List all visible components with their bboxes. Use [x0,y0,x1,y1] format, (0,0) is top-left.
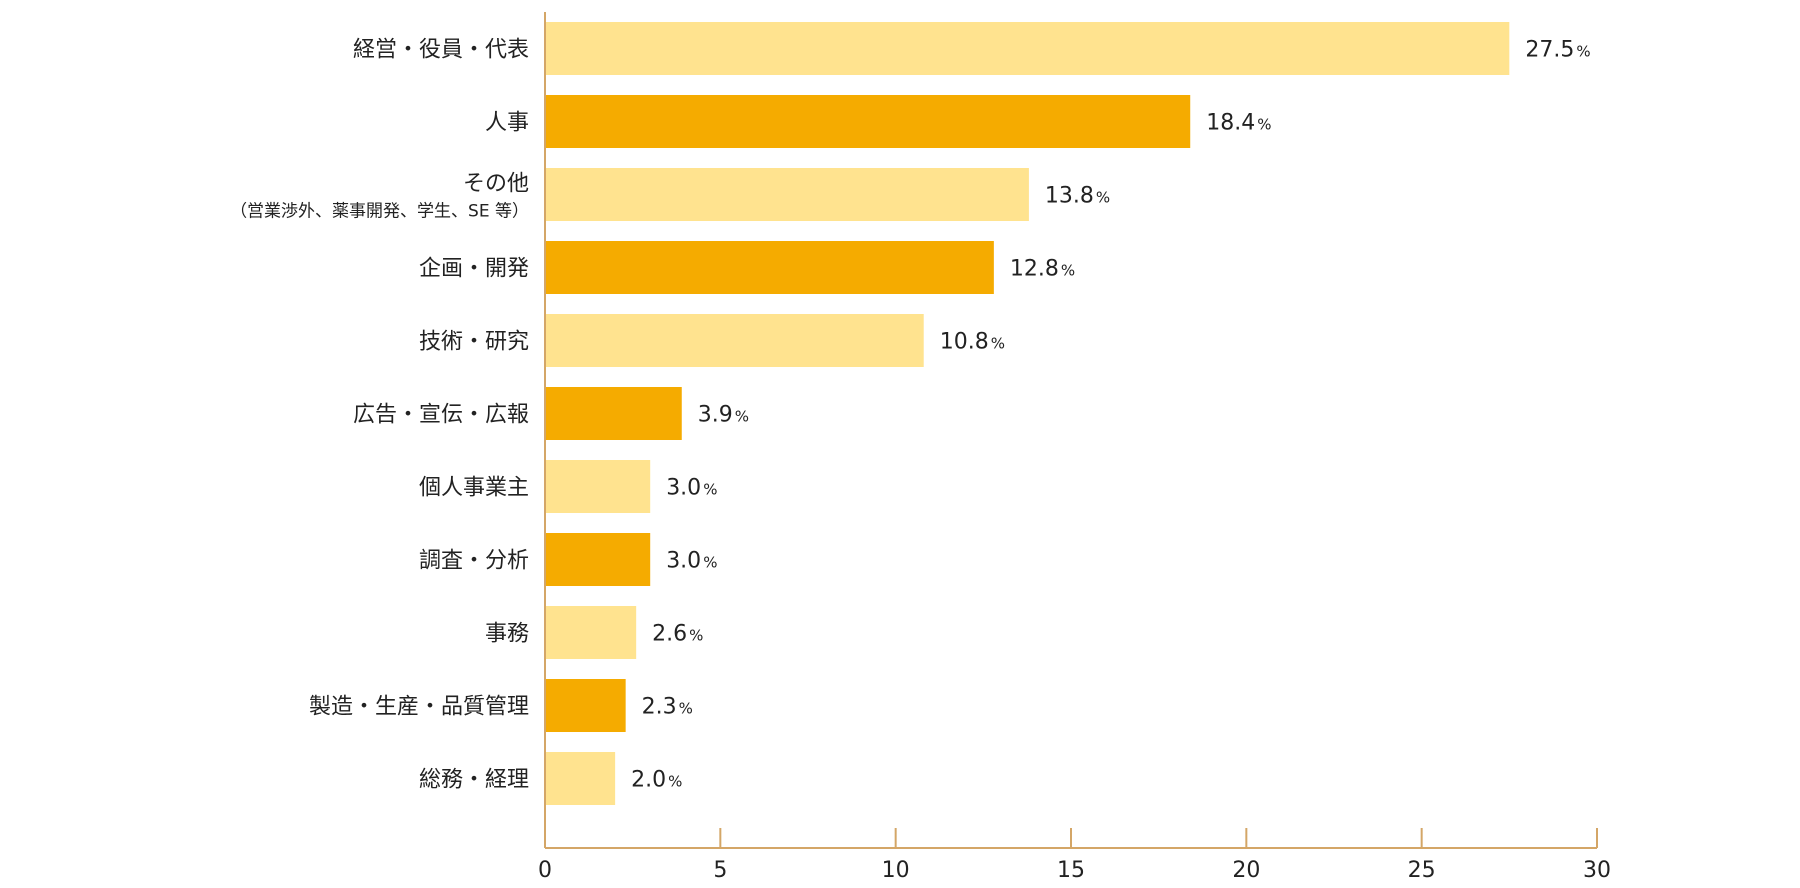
category-label: 経営・役員・代表 [353,38,529,63]
value-label: 12.8% [1010,257,1075,282]
bar-6 [545,460,651,513]
value-unit: % [703,481,717,499]
value-number: 12.8 [1010,257,1059,282]
value-number: 27.5 [1525,38,1574,63]
value-unit: % [668,773,682,791]
value-unit: % [735,408,749,426]
category-label: 個人事業主 [419,476,529,501]
value-unit: % [1061,262,1075,280]
bar-9 [545,679,626,732]
value-number: 2.3 [642,695,677,720]
bar-2 [545,168,1029,221]
value-label: 2.6% [652,622,703,647]
value-label: 2.3% [642,695,693,720]
category-label: その他 [463,172,529,197]
value-label: 13.8% [1045,184,1110,209]
bar-7 [545,533,651,586]
category-label: 製造・生産・品質管理 [309,695,529,720]
value-label: 3.0% [666,476,717,501]
value-unit: % [1096,189,1110,207]
category-label: 広告・宣伝・広報 [353,403,529,428]
value-labels-group: 27.5 %18.4 %13.8 %12.8 %10.8 %3.9 %3.0 %3.0 %2.6… [631,38,1590,793]
value-unit: % [1576,43,1590,61]
value-label: 10.8% [940,330,1005,355]
category-label: 総務・経理 [419,768,529,793]
value-label: 3.9% [698,403,749,428]
x-tick-label: 5 [713,858,727,883]
value-label: 27.5% [1525,38,1590,63]
category-sublabel: （営業渉外、薬事開発、学生、SE 等） [230,202,529,222]
category-label: 事務 [485,622,529,647]
bar-1 [545,95,1191,148]
category-label: 企画・開発 [419,257,529,282]
value-unit: % [689,627,703,645]
value-label: 18.4% [1206,111,1271,136]
bar-5 [545,387,682,440]
x-axis: 0 5 10 15 20 25 30 [538,12,1611,883]
value-label: 2.0% [631,768,682,793]
value-unit: % [991,335,1005,353]
x-tick-label: 25 [1408,858,1436,883]
value-number: 13.8 [1045,184,1094,209]
category-label: 調査・分析 [419,549,529,574]
value-number: 2.6 [652,622,687,647]
value-number: 3.0 [666,549,701,574]
bar-3 [545,241,994,294]
value-unit: % [679,700,693,718]
x-tick-label: 30 [1583,858,1611,883]
bars-group [545,22,1510,805]
value-unit: % [703,554,717,572]
x-tick-label: 20 [1232,858,1260,883]
category-label: 技術・研究 [419,330,529,355]
x-tick-label: 0 [538,858,552,883]
bar-4 [545,314,924,367]
x-tick-label: 10 [882,858,910,883]
value-number: 3.0 [666,476,701,501]
bar-8 [545,606,637,659]
value-number: 3.9 [698,403,733,428]
value-number: 10.8 [940,330,989,355]
value-label: 3.0% [666,549,717,574]
value-number: 18.4 [1206,111,1255,136]
bar-10 [545,752,616,805]
x-tick-label: 15 [1057,858,1085,883]
value-number: 2.0 [631,768,666,793]
category-label: 人事 [485,111,529,136]
bar-0 [545,22,1510,75]
value-unit: % [1257,116,1271,134]
